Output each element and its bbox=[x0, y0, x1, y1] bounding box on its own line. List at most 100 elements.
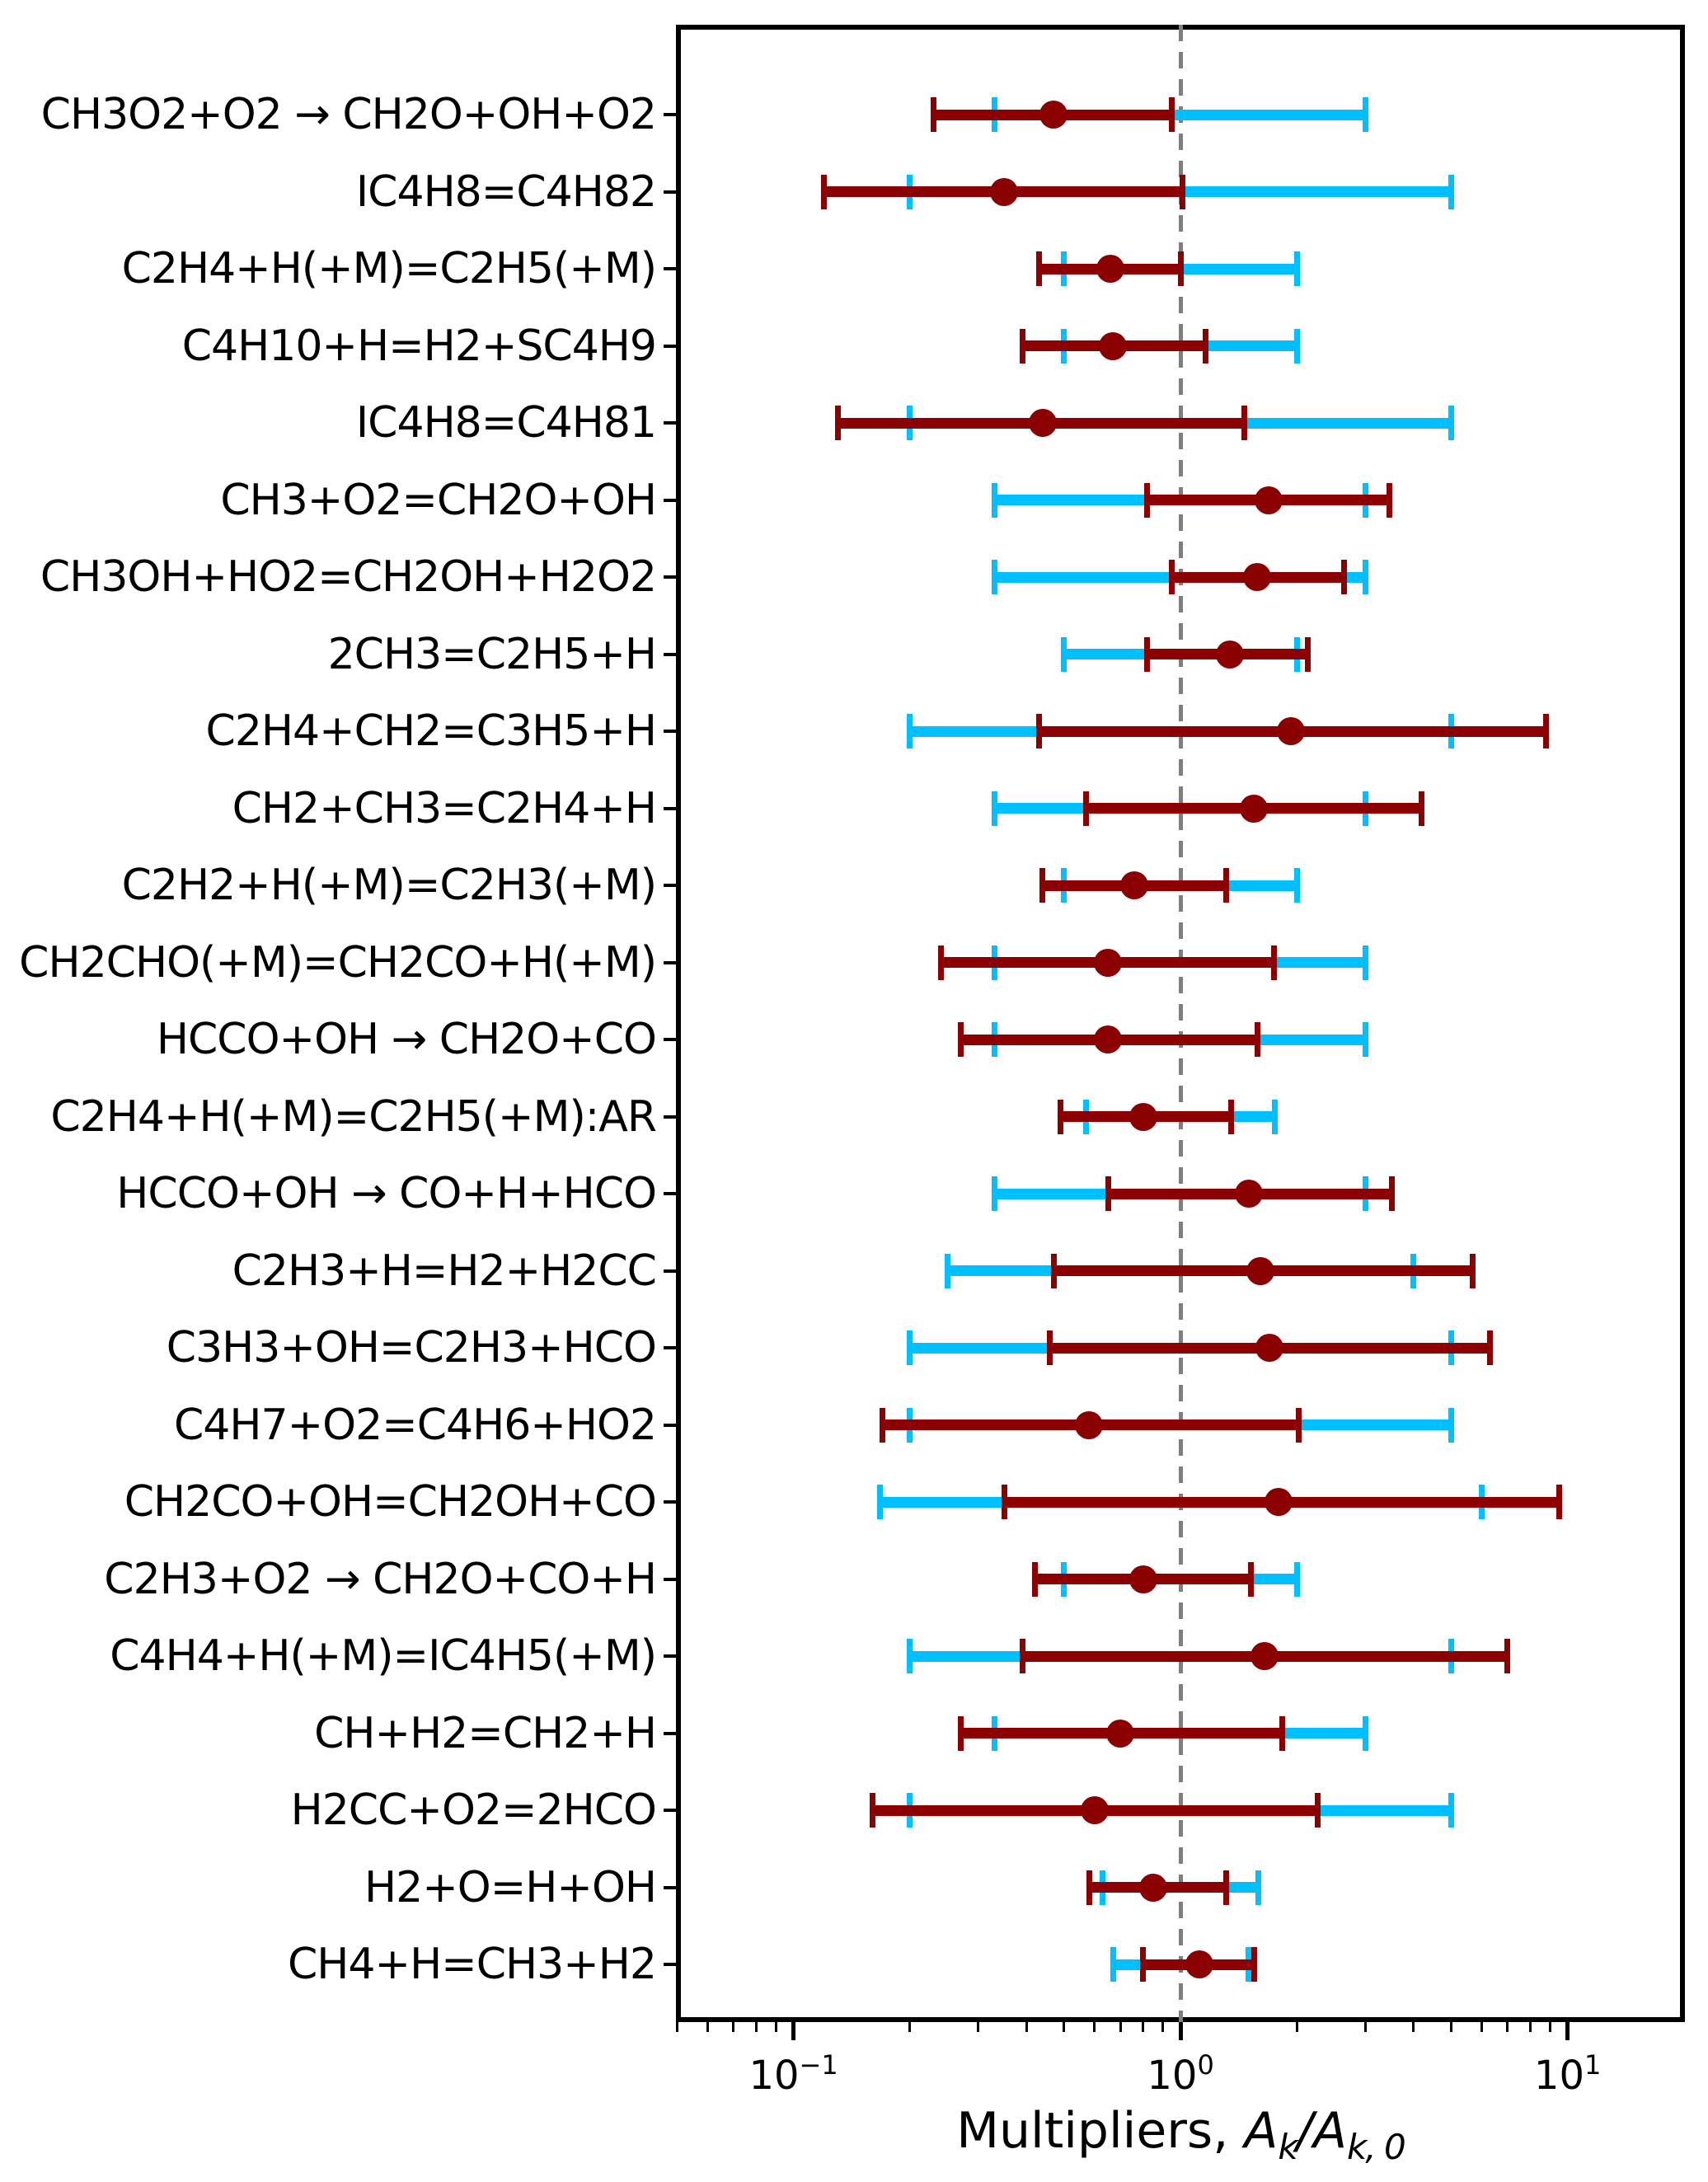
y-tick bbox=[664, 498, 676, 502]
posterior-cap-left bbox=[834, 406, 841, 440]
prior-cap-right bbox=[1271, 1099, 1278, 1134]
posterior-cap-right bbox=[1254, 1022, 1260, 1057]
y-tick-label: CH3OH+HO2=CH2OH+H2O2 bbox=[40, 552, 657, 602]
posterior-cap-right bbox=[1543, 714, 1550, 748]
prior-cap-right bbox=[1362, 1022, 1368, 1057]
posterior-cap-left bbox=[1140, 1947, 1147, 1982]
center-dot bbox=[1277, 717, 1306, 745]
x-minor-tick bbox=[1119, 2022, 1122, 2032]
posterior-cap-right bbox=[1250, 1947, 1257, 1982]
x-minor-tick bbox=[977, 2022, 980, 2032]
x-major-tick bbox=[1565, 2022, 1570, 2040]
posterior-cap-left bbox=[937, 945, 944, 980]
prior-cap-right bbox=[1255, 1870, 1262, 1905]
y-tick-label: HCCO+OH → CO+H+HCO bbox=[116, 1169, 657, 1218]
y-tick-label: CH3+O2=CH2O+OH bbox=[220, 475, 657, 525]
y-tick-label: C2H3+H=H2+H2CC bbox=[232, 1246, 657, 1296]
posterior-cap-left bbox=[1086, 1870, 1092, 1905]
center-dot bbox=[1039, 101, 1068, 129]
center-dot bbox=[1138, 1873, 1167, 1902]
x-minor-tick bbox=[754, 2022, 758, 2032]
prior-cap-right bbox=[1293, 1561, 1300, 1597]
x-axis-label-prefix: Multipliers, bbox=[956, 2102, 1245, 2160]
y-tick-label: CH2CO+OH=CH2OH+CO bbox=[124, 1477, 657, 1527]
posterior-cap-left bbox=[1082, 791, 1089, 826]
y-tick bbox=[664, 884, 676, 887]
x-minor-tick bbox=[1093, 2022, 1096, 2032]
posterior-cap-right bbox=[1314, 1793, 1321, 1828]
x-minor-tick bbox=[1063, 2022, 1066, 2032]
x-minor-tick bbox=[1412, 2022, 1415, 2032]
posterior-cap-right bbox=[1169, 97, 1175, 132]
center-dot bbox=[990, 177, 1019, 206]
prior-cap-left bbox=[991, 1176, 997, 1211]
y-tick bbox=[664, 960, 676, 964]
prior-cap-left bbox=[907, 714, 913, 748]
posterior-cap-left bbox=[880, 1407, 886, 1443]
posterior-cap-right bbox=[1222, 868, 1229, 903]
x-major-tick bbox=[791, 2022, 796, 2040]
y-tick bbox=[664, 1192, 676, 1195]
posterior-cap-left bbox=[1019, 1639, 1025, 1673]
y-tick bbox=[664, 113, 676, 116]
y-tick-label: H2CC+O2=2HCO bbox=[290, 1785, 657, 1835]
posterior-cap-left bbox=[1035, 714, 1042, 748]
center-dot bbox=[1250, 1642, 1279, 1670]
posterior-cap-right bbox=[1222, 1870, 1229, 1905]
x-axis-label-var2: A bbox=[1312, 2102, 1347, 2160]
prior-cap-right bbox=[1362, 1715, 1368, 1751]
prior-cap-left bbox=[907, 1330, 913, 1365]
y-tick bbox=[664, 1809, 676, 1812]
y-tick-label: C4H7+O2=C4H6+HO2 bbox=[174, 1400, 657, 1450]
y-tick-label: C4H10+H=H2+SC4H9 bbox=[181, 321, 657, 371]
center-dot bbox=[1264, 1488, 1293, 1516]
y-tick bbox=[664, 1577, 676, 1581]
y-tick bbox=[664, 1346, 676, 1349]
posterior-cap-left bbox=[1050, 1253, 1057, 1288]
posterior-cap-right bbox=[1202, 328, 1208, 364]
prior-cap-left bbox=[991, 560, 997, 594]
y-tick-label: CH2CHO(+M)=CH2CO+H(+M) bbox=[19, 937, 657, 988]
center-dot bbox=[1075, 1410, 1104, 1439]
posterior-cap-left bbox=[1144, 636, 1151, 672]
center-dot bbox=[1246, 1256, 1275, 1285]
prior-cap-right bbox=[1448, 174, 1454, 209]
posterior-cap-left bbox=[1001, 1485, 1007, 1519]
y-tick bbox=[664, 1423, 676, 1427]
x-minor-tick bbox=[706, 2022, 709, 2032]
center-dot bbox=[1128, 1565, 1157, 1593]
x-minor-tick bbox=[908, 2022, 912, 2032]
center-dot bbox=[1120, 871, 1149, 899]
prior-cap-right bbox=[1448, 1793, 1454, 1828]
y-tick-label: C4H4+H(+M)=IC4H5(+M) bbox=[110, 1631, 657, 1681]
posterior-cap-left bbox=[930, 97, 936, 132]
x-minor-tick bbox=[732, 2022, 735, 2032]
posterior-cap-left bbox=[957, 1715, 964, 1751]
x-major-tick bbox=[1178, 2022, 1183, 2040]
posterior-cap-left bbox=[1035, 251, 1042, 286]
prior-cap-left bbox=[1110, 1947, 1116, 1982]
center-dot bbox=[1106, 1719, 1135, 1748]
prior-cap-right bbox=[1362, 945, 1368, 980]
x-minor-tick bbox=[1295, 2022, 1298, 2032]
y-tick-label: CH2+CH3=C2H4+H bbox=[232, 783, 657, 833]
center-dot bbox=[1128, 1102, 1157, 1131]
center-dot bbox=[1096, 255, 1125, 283]
posterior-cap-right bbox=[1247, 1561, 1254, 1597]
y-tick bbox=[664, 1654, 676, 1658]
prior-cap-right bbox=[1362, 97, 1368, 132]
posterior-cap-right bbox=[1279, 1715, 1285, 1751]
y-tick bbox=[664, 1885, 676, 1889]
posterior-cap-right bbox=[1556, 1485, 1562, 1519]
center-dot bbox=[1215, 640, 1244, 669]
x-minor-tick bbox=[1480, 2022, 1483, 2032]
y-tick-label: C3H3+OH=C2H3+HCO bbox=[166, 1323, 657, 1373]
center-dot bbox=[1094, 948, 1123, 977]
prior-cap-left bbox=[944, 1253, 950, 1288]
center-dot bbox=[1255, 486, 1283, 514]
posterior-cap-right bbox=[1270, 945, 1277, 980]
x-minor-tick bbox=[1548, 2022, 1551, 2032]
x-tick-label-base: 10 bbox=[748, 2053, 800, 2099]
x-tick-label: 100 bbox=[1090, 2049, 1271, 2099]
